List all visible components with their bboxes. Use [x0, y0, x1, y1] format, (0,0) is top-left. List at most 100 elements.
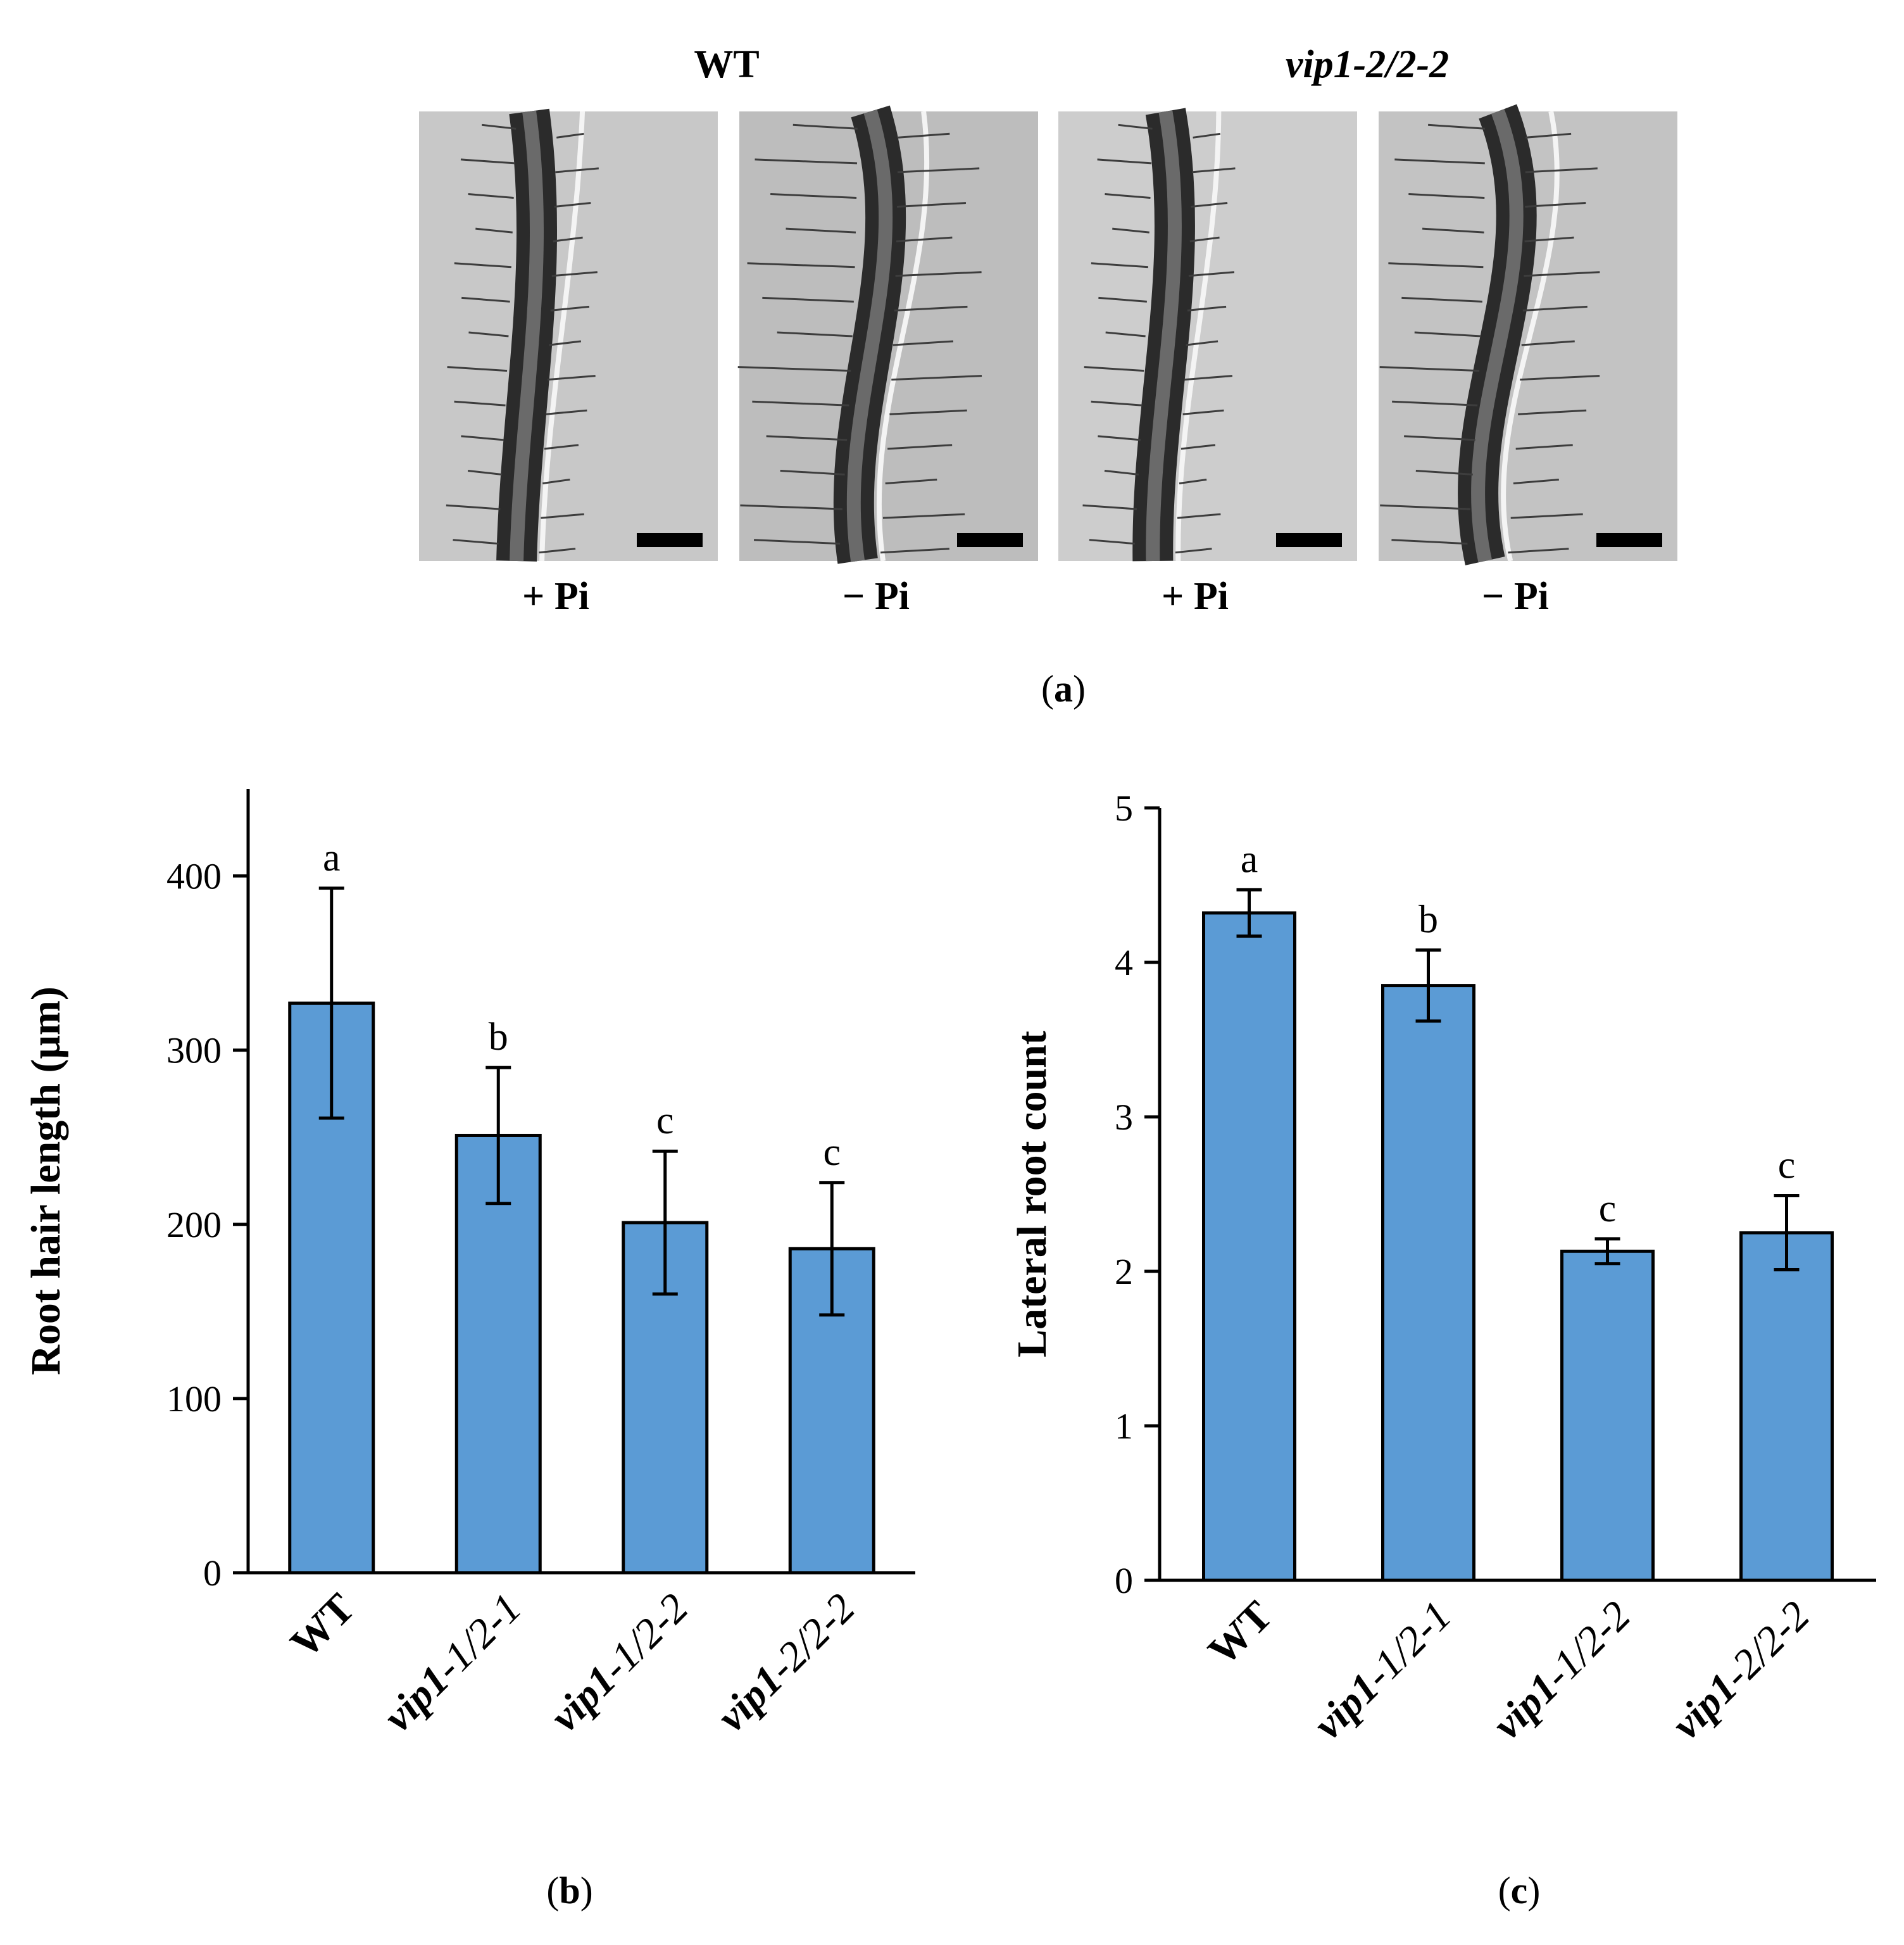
y-tick-label: 1 [1115, 1406, 1133, 1447]
root-hair [539, 548, 576, 554]
root-hair [1191, 202, 1228, 208]
root-hair [1098, 296, 1147, 303]
root-hair [551, 271, 598, 277]
root-edge-highlight [539, 111, 586, 562]
root-hair [541, 513, 584, 519]
root-hair [1392, 400, 1478, 406]
root-hair [1525, 167, 1598, 173]
y-axis-title: Lateral root count [1009, 1031, 1055, 1357]
root-hair [1091, 262, 1149, 268]
micrograph-3: + Pi [1058, 108, 1357, 618]
root-hair [1188, 271, 1235, 277]
root-hair [554, 202, 591, 208]
panel-caption: (b) [546, 1870, 592, 1911]
root-hair [882, 513, 965, 519]
root-hair [1181, 444, 1216, 450]
x-tick-label: WT [1199, 1592, 1281, 1674]
root-hair [1524, 271, 1600, 277]
root-hair [1518, 409, 1587, 415]
root-hair [1422, 227, 1484, 234]
root-hair [889, 409, 967, 415]
significance-letter: a [323, 836, 341, 879]
root-hair [740, 504, 842, 510]
micrograph-4: − Pi [1379, 104, 1677, 618]
scale-bar [1276, 533, 1342, 547]
y-tick-label: 100 [166, 1378, 222, 1419]
root-hair [1084, 366, 1144, 372]
bar [1381, 984, 1475, 1582]
chart-b-root-hair-length: 0 100 200 300 400 Root hair length (μm) a WT b vi… [23, 789, 915, 1911]
x-tick-label: WT [282, 1585, 363, 1666]
panel-a-caption: (a) [1041, 668, 1086, 710]
bar [454, 1133, 542, 1575]
root-hair [1105, 193, 1151, 199]
root-hair [898, 132, 950, 139]
root-hair [475, 227, 513, 234]
significance-letter: c [656, 1099, 674, 1142]
root-hair [762, 296, 854, 303]
significance-letter: c [1778, 1143, 1796, 1187]
y-tick-label: 300 [166, 1030, 222, 1071]
significance-letter: c [1599, 1187, 1617, 1230]
root-hair [896, 236, 953, 242]
root-hair [468, 331, 509, 337]
root-hair [897, 202, 966, 208]
root-core [510, 110, 544, 562]
scale-bar [1596, 533, 1662, 547]
root-hair [891, 375, 982, 381]
root-core [846, 109, 893, 562]
x-tick-label: vip1-2/2-2 [708, 1585, 864, 1740]
condition-label: − Pi [842, 575, 910, 618]
root-hair [1513, 478, 1559, 484]
root-hair [786, 227, 856, 234]
root-hair [446, 504, 501, 510]
x-tick-label: vip1-1/2-1 [1305, 1592, 1460, 1748]
root-hair [766, 435, 848, 441]
root-hair [1521, 340, 1575, 346]
root-hair [1404, 435, 1475, 441]
root-hair [792, 123, 858, 130]
root-hair [1525, 202, 1586, 208]
root-hair [1089, 539, 1136, 545]
root-hair [1098, 435, 1141, 441]
root-hair [1408, 193, 1485, 199]
bar [1202, 911, 1296, 1582]
root-hair [482, 123, 517, 130]
root-hair [1191, 167, 1236, 173]
root-hair [1394, 158, 1485, 165]
root-hair [1428, 123, 1486, 130]
y-tick-label: 400 [166, 856, 222, 897]
root-hair [895, 271, 982, 277]
y-axis-title: Root hair length (μm) [23, 986, 69, 1375]
x-tick-label: vip1-1/2-2 [541, 1585, 697, 1740]
root-core [1146, 110, 1182, 562]
x-tick-label: vip1-2/2-2 [1663, 1592, 1819, 1748]
root-hair [454, 400, 506, 406]
root-hair [1391, 539, 1468, 545]
root-hair [770, 193, 857, 199]
root-edge-highlight [876, 111, 930, 562]
condition-label: − Pi [1482, 575, 1549, 618]
column-header-mutant-gene: vip1 [1286, 43, 1353, 86]
column-header-mutant: vip1-2/2-2 [1286, 43, 1449, 86]
root-core [1471, 109, 1524, 563]
root-hair [1415, 469, 1473, 475]
root-hair [755, 158, 858, 165]
root-hair [1522, 305, 1588, 312]
condition-label: + Pi [1162, 575, 1229, 618]
root-hair [737, 366, 851, 372]
root-hair [1186, 340, 1218, 346]
scale-bar [957, 533, 1023, 547]
root-hair [897, 167, 980, 173]
root-hair [754, 539, 841, 545]
root-hair [1177, 513, 1221, 519]
root-hair [547, 375, 596, 381]
root-hair [556, 132, 584, 139]
root-hair [885, 478, 937, 484]
y-tick-label: 4 [1115, 942, 1133, 983]
root-hair [894, 305, 968, 312]
panel-caption-letter: b [559, 1870, 580, 1911]
root-hair [460, 158, 515, 165]
root-hair [1179, 478, 1207, 484]
root-hair [544, 444, 579, 450]
